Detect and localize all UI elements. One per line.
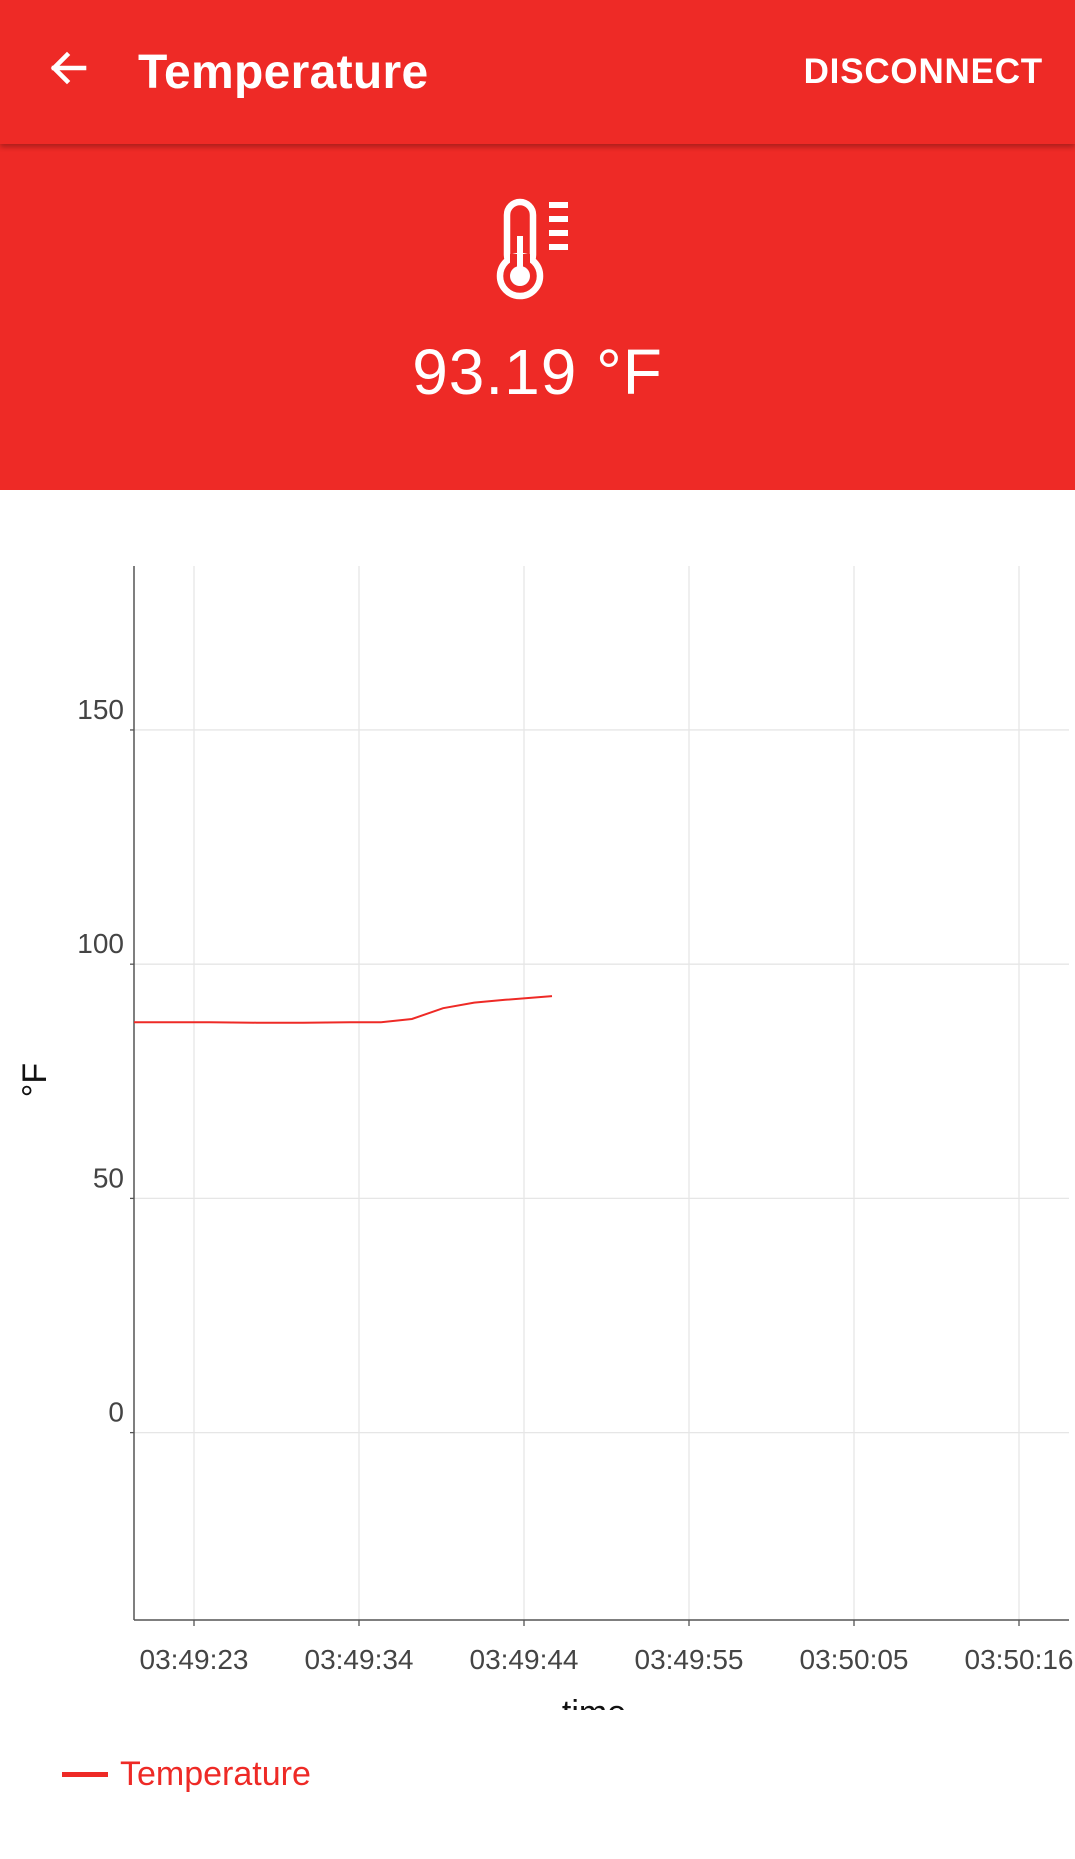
x-tick-label: 03:50:16 — [965, 1644, 1074, 1675]
temperature-reading: 93.19 °F — [412, 336, 663, 408]
y-tick-label: 100 — [77, 928, 124, 959]
temperature-header: 93.19 °F — [0, 144, 1075, 490]
legend-label: Temperature — [120, 1755, 311, 1793]
arrow-left-icon — [50, 51, 87, 85]
x-tick-label: 03:50:05 — [800, 1644, 909, 1675]
y-tick-label: 50 — [93, 1162, 124, 1193]
temperature-chart: 0 50 100 150 03:49:23 03:49:34 03:49:44 03:49:5… — [16, 566, 1074, 1710]
page-title: Temperature — [138, 46, 429, 99]
chart-legend: Temperature — [62, 1752, 311, 1796]
x-axis-title: time — [562, 1694, 626, 1710]
x-tick-label: 03:49:55 — [635, 1644, 744, 1675]
y-axis-title: °F — [16, 1063, 54, 1097]
thermometer-icon — [496, 198, 568, 300]
y-tick-label: 150 — [77, 694, 124, 725]
x-tick-label: 03:49:34 — [305, 1644, 414, 1675]
disconnect-button[interactable]: DISCONNECT — [803, 52, 1043, 91]
x-tick-label: 03:49:44 — [470, 1644, 579, 1675]
y-tick-label: 0 — [108, 1397, 124, 1428]
legend-line-swatch — [62, 1771, 108, 1777]
app-bar: Temperature DISCONNECT — [0, 0, 1075, 144]
back-button[interactable] — [40, 40, 96, 96]
series-line-temperature — [134, 995, 553, 1024]
x-tick-label: 03:49:23 — [140, 1644, 249, 1675]
